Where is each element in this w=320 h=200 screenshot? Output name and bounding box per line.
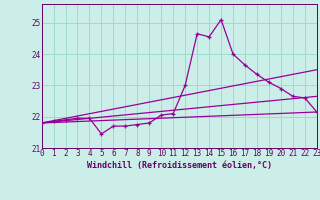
X-axis label: Windchill (Refroidissement éolien,°C): Windchill (Refroidissement éolien,°C) — [87, 161, 272, 170]
